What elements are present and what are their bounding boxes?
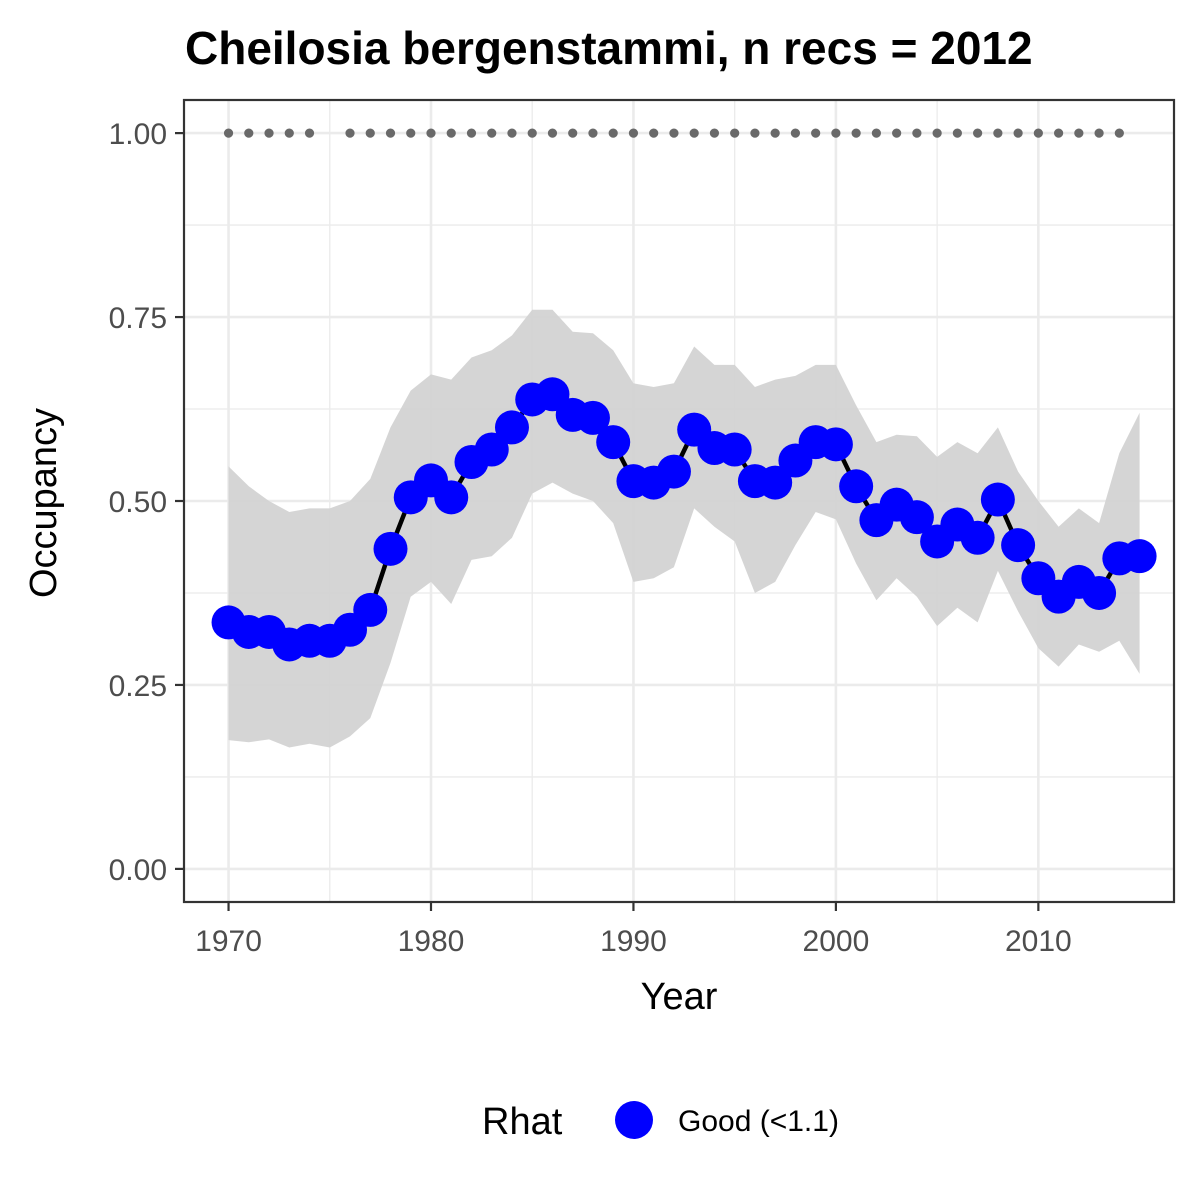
record-dot bbox=[1054, 128, 1064, 138]
record-dot bbox=[446, 128, 456, 138]
data-point bbox=[353, 592, 388, 627]
record-dot bbox=[304, 128, 315, 138]
record-dot bbox=[244, 128, 254, 138]
record-dot bbox=[709, 128, 720, 138]
data-point bbox=[575, 400, 610, 435]
data-point bbox=[960, 520, 995, 555]
record-dot bbox=[912, 128, 922, 138]
record-dot bbox=[406, 128, 416, 138]
data-point bbox=[474, 432, 509, 467]
data-point bbox=[818, 427, 853, 462]
y-axis: 0.00 0.25 0.50 0.75 1.00 bbox=[109, 118, 184, 887]
record-dot bbox=[1013, 128, 1023, 138]
record-dot bbox=[892, 128, 902, 138]
y-tick-label: 0.75 bbox=[109, 302, 167, 335]
record-dot bbox=[385, 128, 396, 138]
record-dot bbox=[466, 128, 477, 138]
data-point bbox=[1001, 528, 1036, 563]
data-point bbox=[758, 465, 793, 500]
record-dot bbox=[649, 128, 659, 138]
trend-line bbox=[227, 392, 1140, 647]
data-points bbox=[211, 377, 1157, 662]
record-dot bbox=[932, 128, 942, 138]
y-tick-label: 0.25 bbox=[109, 670, 167, 703]
x-tick-label: 1980 bbox=[398, 925, 465, 958]
record-dot bbox=[507, 128, 517, 138]
record-dot bbox=[993, 128, 1003, 138]
record-dot bbox=[871, 128, 881, 138]
record-dot bbox=[831, 128, 841, 138]
legend: Rhat Good (<1.1) bbox=[482, 1101, 839, 1143]
record-dot bbox=[223, 128, 234, 138]
x-tick-label: 2010 bbox=[1005, 925, 1072, 958]
x-axis: 1970 1980 1990 2000 2010 bbox=[195, 902, 1072, 958]
record-dots bbox=[223, 128, 1124, 138]
x-axis-title: Year bbox=[641, 976, 718, 1018]
y-tick-label: 1.00 bbox=[109, 118, 167, 151]
record-dot bbox=[426, 128, 436, 138]
data-point bbox=[1082, 575, 1117, 610]
data-point bbox=[717, 432, 752, 467]
data-point bbox=[656, 454, 691, 489]
x-tick-label: 1970 bbox=[195, 925, 262, 958]
record-dot bbox=[1094, 128, 1104, 138]
record-dot bbox=[284, 128, 294, 138]
confidence-ribbon bbox=[228, 309, 1140, 748]
record-dot bbox=[608, 128, 618, 138]
y-axis-title: Occupancy bbox=[23, 408, 65, 598]
record-dot bbox=[487, 128, 497, 138]
chart-title: Cheilosia bergenstammi, n recs = 2012 bbox=[185, 22, 1033, 74]
record-dot bbox=[345, 128, 355, 138]
data-point bbox=[596, 425, 631, 460]
data-point bbox=[980, 482, 1015, 517]
record-dot bbox=[588, 128, 598, 138]
record-dot bbox=[547, 128, 558, 138]
y-tick-label: 0.00 bbox=[109, 854, 167, 887]
record-dot bbox=[1033, 128, 1043, 138]
record-dot bbox=[1114, 128, 1124, 138]
record-dot bbox=[264, 128, 274, 138]
record-dot bbox=[973, 128, 983, 138]
record-dot bbox=[790, 128, 801, 138]
record-dot bbox=[1074, 128, 1084, 138]
record-dot bbox=[811, 128, 821, 138]
data-point bbox=[1122, 539, 1157, 574]
data-point bbox=[494, 410, 529, 445]
data-point bbox=[434, 480, 469, 515]
record-dot bbox=[770, 128, 780, 138]
record-dot bbox=[750, 128, 760, 138]
record-dot bbox=[365, 128, 375, 138]
legend-title: Rhat bbox=[482, 1101, 563, 1143]
record-dot bbox=[527, 128, 537, 138]
record-dot bbox=[952, 128, 962, 138]
record-dot bbox=[568, 128, 578, 138]
data-point bbox=[899, 500, 934, 535]
y-tick-label: 0.50 bbox=[109, 486, 167, 519]
record-dot bbox=[669, 128, 679, 138]
data-point bbox=[839, 469, 874, 504]
x-tick-label: 2000 bbox=[803, 925, 870, 958]
legend-key-good bbox=[615, 1101, 653, 1139]
record-dot bbox=[628, 128, 639, 138]
record-dot bbox=[851, 128, 861, 138]
data-point bbox=[373, 531, 408, 566]
x-tick-label: 1990 bbox=[600, 925, 667, 958]
record-dot bbox=[730, 128, 740, 138]
plot-panel bbox=[182, 98, 1176, 904]
record-dot bbox=[689, 128, 699, 138]
legend-label-good: Good (<1.1) bbox=[678, 1105, 839, 1138]
